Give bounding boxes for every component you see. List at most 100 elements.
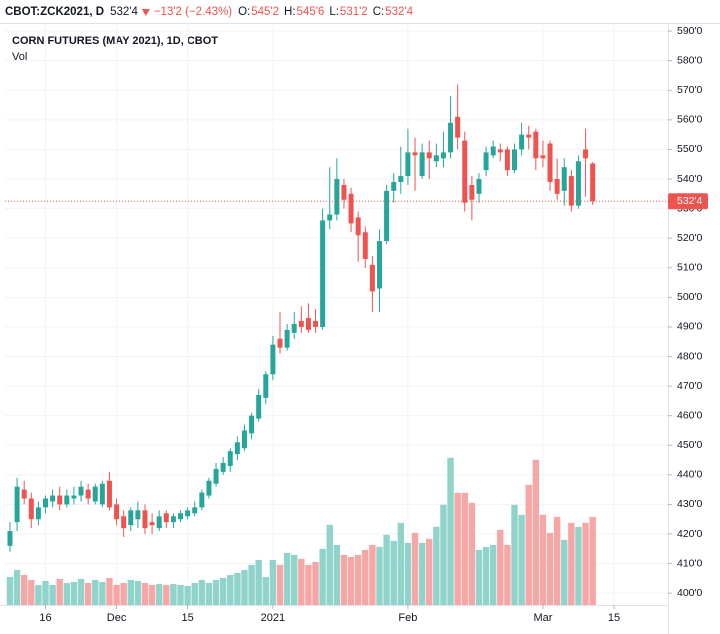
volume-bar	[525, 484, 532, 605]
candle-body	[547, 143, 553, 182]
x-tick-label: Feb	[398, 612, 417, 624]
volume-bar	[20, 574, 28, 605]
volume-bar	[333, 544, 341, 605]
volume-bar	[92, 579, 99, 605]
candle-body	[469, 184, 475, 200]
volume-bar	[397, 522, 405, 605]
volume-bar	[418, 542, 426, 605]
volume-bar	[227, 574, 234, 605]
y-tick-label: 420'0	[677, 528, 703, 540]
volume-bar	[6, 576, 14, 605]
volume-bar	[219, 577, 227, 605]
y-tick-label: 520'0	[677, 232, 703, 244]
candle-body	[398, 176, 404, 182]
volume-bar	[127, 579, 134, 605]
candle-body	[433, 155, 439, 162]
candle-body	[419, 152, 425, 177]
volume-bar	[347, 556, 355, 605]
volume-bar	[241, 569, 248, 605]
volume-bar	[475, 549, 483, 605]
candle-body	[185, 510, 191, 517]
candle-body	[391, 181, 397, 191]
candle-body	[78, 486, 84, 496]
candle-body	[554, 179, 560, 194]
candle-body	[21, 489, 27, 499]
candle-body	[263, 374, 269, 398]
candle-body	[462, 140, 468, 203]
volume-bar	[177, 584, 184, 605]
candle-body	[476, 179, 482, 194]
candle-body	[575, 161, 581, 206]
candle-body	[199, 492, 205, 508]
down-arrow-icon	[141, 9, 150, 16]
candle-body	[206, 480, 212, 496]
volume-bar	[42, 580, 49, 605]
volume-bar	[141, 582, 149, 605]
candle-body	[568, 176, 574, 206]
candle-body	[426, 152, 432, 159]
candle-body	[163, 513, 169, 523]
candle-body	[341, 184, 347, 200]
volume-bar	[440, 504, 447, 605]
volume-bar	[198, 579, 206, 605]
volume-bar	[354, 554, 362, 605]
volume-bar	[447, 457, 454, 605]
price-change: −13'2 (−2.43%)	[154, 6, 232, 18]
candle-body	[192, 507, 198, 514]
volume-bar	[518, 514, 525, 605]
ohlc-value: 532'4	[385, 6, 413, 18]
x-tick-label: 16	[39, 612, 51, 624]
volume-bar	[262, 576, 269, 605]
candle-body	[348, 193, 354, 224]
y-tick-label: 510'0	[677, 262, 703, 274]
volume-bar	[511, 504, 518, 605]
candle-body	[220, 463, 226, 472]
candle-body	[369, 264, 375, 292]
candle-body	[241, 430, 247, 449]
candle-body	[156, 516, 162, 529]
candle-body	[270, 344, 276, 375]
volume-bar	[504, 544, 511, 605]
candle-body	[71, 495, 77, 499]
candle-body	[35, 507, 41, 520]
candle-body	[99, 483, 105, 505]
volume-bar	[411, 532, 419, 605]
candle-body	[114, 504, 120, 520]
y-tick-label: 440'0	[677, 469, 703, 481]
volume-bar	[312, 561, 319, 605]
volume-bar	[482, 546, 490, 605]
y-tick-label: 400'0	[677, 587, 703, 599]
volume-bar	[532, 459, 540, 605]
candle-body	[504, 149, 510, 171]
candle-body	[583, 149, 589, 159]
candle-body	[57, 495, 63, 505]
candle-body	[305, 318, 311, 330]
candle-body	[149, 522, 155, 526]
candle-body	[256, 394, 262, 419]
volume-label: Vol	[12, 51, 27, 63]
y-tick-label: 410'0	[677, 557, 703, 569]
volume-bar	[191, 582, 198, 605]
candle-body	[142, 510, 148, 529]
y-tick-label: 480'0	[677, 350, 703, 362]
volume-bar	[269, 559, 277, 605]
candle-body	[313, 321, 319, 327]
candle-body	[85, 489, 91, 499]
candle-body	[7, 531, 13, 546]
volume-bar	[283, 552, 291, 605]
x-tick-label: Dec	[107, 612, 127, 624]
volume-bar	[234, 572, 241, 605]
volume-bar	[255, 559, 262, 605]
volume-bar	[113, 584, 120, 605]
volume-bar	[326, 524, 333, 605]
chart-title: CORN FUTURES (MAY 2021), 1D, CBOT	[12, 35, 218, 47]
candle-body	[227, 451, 233, 466]
last-price-tag	[668, 193, 708, 210]
volume-bar	[163, 584, 170, 605]
y-tick-label: 490'0	[677, 321, 703, 333]
candle-body	[455, 116, 461, 138]
y-tick-label: 540'0	[677, 173, 703, 185]
y-tick-label: 460'0	[677, 409, 703, 421]
